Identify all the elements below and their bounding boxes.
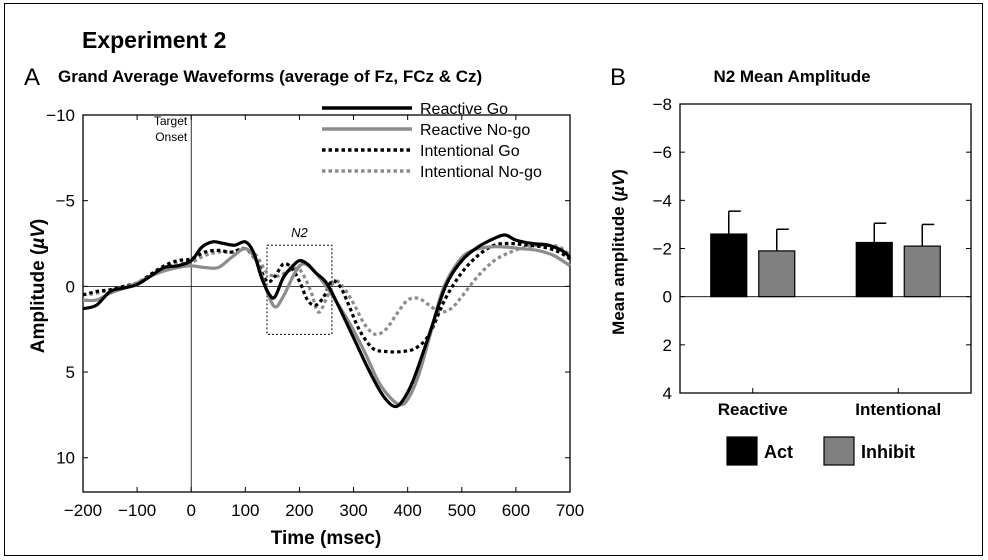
legend-label: Intentional Go — [420, 143, 520, 160]
panel-b: B N2 Mean Amplitude Mean amplitude (µV) … — [609, 64, 972, 466]
panel-b-legend: Act Inhibit — [726, 436, 915, 466]
y-tick-label: 0 — [66, 277, 75, 296]
panel-b-plot-area: −8 −6 −4 −2 0 2 4 Reactive Intentional — [653, 95, 972, 419]
series-line-reactive-go — [82, 233, 572, 409]
panel-b-y-axis-label: Mean amplitude (µV) — [609, 169, 628, 335]
figure-frame — [4, 3, 983, 556]
panel-a-title: Grand Average Waveforms (average of Fz, … — [58, 67, 482, 86]
y-tick-label: −8 — [653, 95, 672, 114]
x-tick-label: 400 — [393, 501, 421, 520]
x-tick-label: 700 — [556, 501, 584, 520]
y-tick-label: −4 — [653, 191, 672, 210]
target-onset-label: Target — [154, 114, 188, 128]
bar-act-intentional — [855, 241, 893, 298]
target-onset-label: Onset — [155, 130, 188, 144]
y-tick-label: 4 — [663, 384, 672, 403]
y-tick-label: −2 — [653, 240, 672, 259]
y-tick-label: 5 — [66, 363, 75, 382]
y-tick-label: −5 — [56, 192, 75, 211]
panel-a-axes-box — [82, 114, 571, 493]
series-line-intentional-go — [82, 241, 571, 354]
n2-label: N2 — [291, 225, 308, 240]
x-tick-label: 200 — [285, 501, 313, 520]
legend-label: Act — [764, 442, 793, 462]
figure-title: Experiment 2 — [82, 27, 226, 53]
panel-a-x-axis-label: Time (msec) — [271, 528, 382, 549]
panel-b-title: N2 Mean Amplitude — [713, 67, 870, 86]
x-category-label: Reactive — [718, 400, 788, 419]
y-tick-label: 0 — [663, 288, 672, 307]
y-tick-label: 10 — [56, 449, 75, 468]
panel-a-legend: Reactive Go Reactive No-go Intentional Go I… — [322, 101, 542, 181]
panel-a-letter: A — [24, 64, 40, 91]
panel-b-letter: B — [610, 64, 626, 91]
x-tick-label: 300 — [339, 501, 367, 520]
bar-inhibit-intentional — [903, 245, 941, 298]
x-category-label: Intentional — [855, 400, 941, 419]
y-tick-label: 2 — [663, 336, 672, 355]
x-tick-label: −100 — [118, 501, 156, 520]
x-tick-label: 600 — [502, 501, 530, 520]
x-tick-label: 100 — [231, 501, 259, 520]
x-tick-label: −200 — [64, 501, 102, 520]
y-tick-label: −10 — [46, 106, 75, 125]
legend-label: Reactive Go — [420, 101, 508, 118]
y-tick-label: −6 — [653, 143, 672, 162]
bar-act-reactive — [710, 233, 748, 298]
legend-swatch-inhibit — [823, 436, 855, 466]
panel-a-plot-area: −200 −100 0 100 200 300 400 500 600 700 −10 −5 0 5 10 T… — [46, 106, 584, 520]
legend-label: Intentional No-go — [420, 164, 542, 181]
legend-label: Reactive No-go — [420, 122, 530, 139]
legend-swatch-act — [726, 436, 758, 466]
x-tick-label: 0 — [186, 501, 195, 520]
bar-inhibit-reactive — [758, 250, 796, 298]
x-tick-label: 500 — [448, 501, 476, 520]
legend-label: Inhibit — [861, 442, 915, 462]
panel-a: A Grand Average Waveforms (average of Fz… — [24, 64, 584, 549]
panel-a-y-axis-label: Amplitude (µV) — [28, 219, 49, 353]
